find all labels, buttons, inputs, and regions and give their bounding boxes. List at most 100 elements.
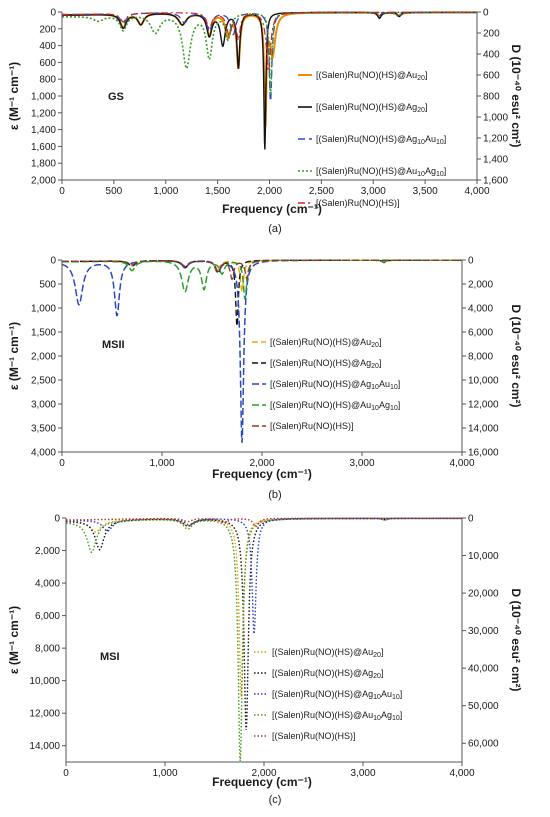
- y-tick-label: 2,000: [31, 352, 56, 363]
- legend-entry: [(Salen)Ru(NO)(HS)@Ag20]: [270, 358, 381, 370]
- series-line-2: [66, 517, 462, 731]
- y2-tick-label: 6,000: [468, 328, 493, 339]
- y2-tick-label: 40,000: [468, 664, 499, 675]
- chart-panel-b: 0 1,000 2,000 3,000 4,00005001,0001,5002,000…: [7, 256, 523, 502]
- y2-tick-label: 1,400: [483, 155, 508, 166]
- x-tick-label: 2,000: [251, 768, 276, 779]
- y-tick-label: 400: [39, 41, 56, 52]
- x-tick-label: 0: [59, 186, 65, 197]
- legend-entry: [(Salen)Ru(NO)(HS)@Ag20]: [272, 668, 383, 680]
- y-tick-label: 2,500: [31, 376, 56, 387]
- panel-caption: (c): [269, 794, 282, 806]
- x-axis-label: Frequency (cm⁻¹): [222, 202, 322, 216]
- x-tick-label: 4,000: [464, 186, 489, 197]
- legend-entry: [(Salen)Ru(NO)(HS)@Au20]: [272, 647, 383, 659]
- legend-entry: [(Salen)Ru(NO)(HS)]: [272, 731, 356, 741]
- legend-entry: [(Salen)Ru(NO)(HS)@Au10Ag10]: [272, 710, 402, 722]
- y-tick-label: 14,000: [29, 741, 60, 752]
- chart-panel-a: 0 500 1,000 1,500 2,000 2,500 3,000 3,500 4,000 0…: [7, 8, 523, 236]
- series-line-4: [66, 517, 462, 762]
- legend-entry: [(Salen)Ru(NO)(HS)@Ag10Au10]: [270, 379, 400, 391]
- legend: [(Salen)Ru(NO)(HS)@Au20] [(Salen)Ru(NO)(H…: [298, 70, 446, 208]
- y2-tick-label: 200: [483, 29, 500, 40]
- panel-caption: (a): [268, 223, 281, 235]
- series-line-5: [62, 259, 462, 281]
- y-tick-label: 1,000: [31, 304, 56, 315]
- y-tick-label: 3,500: [31, 424, 56, 435]
- x-tick-label: 3,000: [361, 186, 386, 197]
- y-tick-label: 8,000: [35, 644, 60, 655]
- y-tick-label: 4,000: [31, 448, 56, 459]
- legend-entry: [(Salen)Ru(NO)(HS)]: [270, 421, 354, 431]
- x-tick-label: 3,500: [413, 186, 438, 197]
- x-tick-label: 0: [59, 458, 65, 469]
- y2-tick-label: 30,000: [468, 626, 499, 637]
- x-tick-label: 2,000: [249, 458, 274, 469]
- series-line-3: [62, 259, 462, 443]
- y-tick-label: 2,000: [31, 176, 56, 187]
- y-tick-label: 0: [50, 256, 56, 267]
- series-line-5: [66, 517, 462, 528]
- y2-tick-label: 4,000: [468, 304, 493, 315]
- y-axis-label: ε (M⁻¹ cm⁻¹): [7, 62, 21, 130]
- legend-entry: [(Salen)Ru(NO)(HS)@Au10Ag10]: [316, 166, 446, 178]
- legend: [(Salen)Ru(NO)(HS)@Au20] [(Salen)Ru(NO)(H…: [254, 647, 402, 741]
- y2-axis-label: D (10⁻⁴⁰ esu² cm²): [509, 588, 523, 691]
- series-line-5: [62, 11, 477, 72]
- y2-tick-label: 400: [483, 50, 500, 61]
- legend-entry: [(Salen)Ru(NO)(HS)@Ag10Au10]: [316, 134, 446, 146]
- y-tick-label: 1,200: [31, 108, 56, 119]
- legend-entry: [(Salen)Ru(NO)(HS)@Au20]: [270, 337, 381, 349]
- x-tick-label: 2,000: [257, 186, 282, 197]
- series-line-2: [62, 259, 462, 327]
- y2-tick-label: 60,000: [468, 739, 499, 750]
- x-tick-label: 1,000: [149, 458, 174, 469]
- y-tick-label: 800: [39, 75, 56, 86]
- legend-entry: [(Salen)Ru(NO)(HS)@Au20]: [316, 70, 427, 82]
- y-axis-label: ε (M⁻¹ cm⁻¹): [7, 322, 21, 390]
- y2-axis-label: D (10⁻⁴⁰ esu² cm²): [509, 304, 523, 407]
- x-tick-label: 2,500: [309, 186, 334, 197]
- x-tick-label: 3,000: [349, 458, 374, 469]
- y-tick-label: 12,000: [29, 709, 60, 720]
- y2-tick-label: 0: [468, 256, 474, 267]
- x-tick-label: 4,000: [449, 458, 474, 469]
- x-tick-label: 1,500: [205, 186, 230, 197]
- series-line-3: [66, 517, 462, 634]
- state-label: GS: [108, 91, 124, 103]
- y-tick-label: 1,400: [31, 125, 56, 136]
- y-tick-label: 10,000: [29, 676, 60, 687]
- y2-tick-label: 2,000: [468, 280, 493, 291]
- y-tick-label: 200: [39, 24, 56, 35]
- y-tick-label: 1,000: [31, 92, 56, 103]
- legend-entry: [(Salen)Ru(NO)(HS)]: [316, 198, 400, 208]
- y2-tick-label: 16,000: [468, 448, 499, 459]
- x-tick-label: 1,000: [153, 186, 178, 197]
- y-axis-label: ε (M⁻¹ cm⁻¹): [7, 606, 21, 674]
- legend-entry: [(Salen)Ru(NO)(HS)@Ag20]: [316, 102, 427, 114]
- y2-tick-label: 0: [468, 514, 474, 525]
- y-tick-label: 1,500: [31, 328, 56, 339]
- legend-entry: [(Salen)Ru(NO)(HS)@Ag10Au10]: [272, 689, 402, 701]
- x-tick-label: 0: [63, 768, 69, 779]
- x-tick-label: 1,000: [152, 768, 177, 779]
- y-tick-label: 2,000: [35, 546, 60, 557]
- y-tick-label: 0: [50, 8, 56, 19]
- y2-tick-label: 14,000: [468, 424, 499, 435]
- y2-tick-label: 800: [483, 92, 500, 103]
- y2-tick-label: 10,000: [468, 376, 499, 387]
- y-tick-label: 0: [54, 514, 60, 525]
- y-tick-label: 1,600: [31, 142, 56, 153]
- y2-tick-label: 50,000: [468, 701, 499, 712]
- x-axis-label: Frequency (cm⁻¹): [212, 467, 312, 481]
- y2-tick-label: 1,200: [483, 134, 508, 145]
- y-tick-label: 3,000: [31, 400, 56, 411]
- y2-tick-label: 10,000: [468, 551, 499, 562]
- y2-tick-label: 600: [483, 71, 500, 82]
- state-label: MSI: [100, 651, 120, 663]
- legend-entry: [(Salen)Ru(NO)(HS)@Au10Ag10]: [270, 400, 400, 412]
- y-tick-label: 600: [39, 58, 56, 69]
- x-tick-label: 3,000: [350, 768, 375, 779]
- x-tick-label: 500: [106, 186, 123, 197]
